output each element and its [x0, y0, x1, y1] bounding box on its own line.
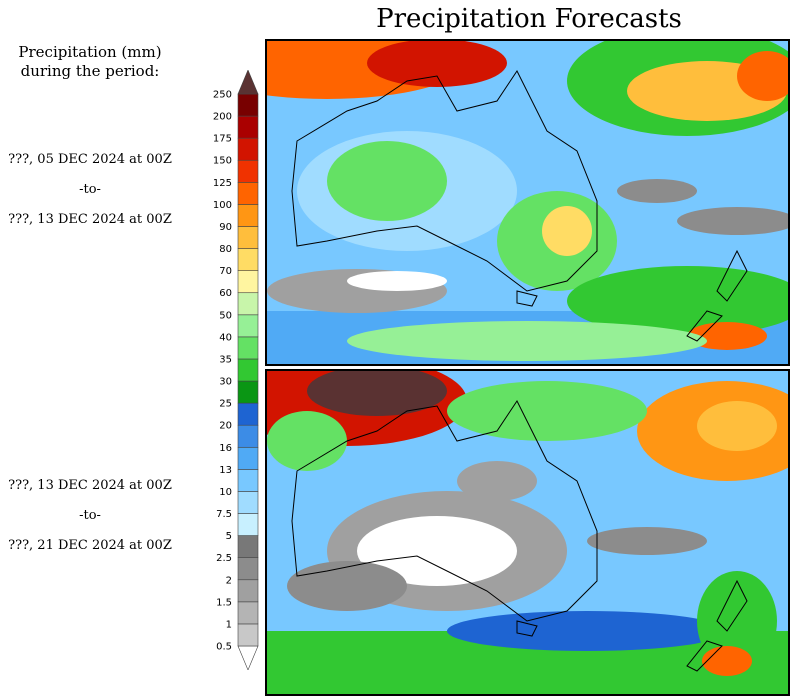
colorbar-bin — [237, 402, 259, 426]
period-2-start: ???, 13 DEC 2024 at 00Z — [8, 478, 172, 493]
colorbar-bin — [237, 623, 259, 647]
colorbar-tick-label: 175 — [213, 134, 232, 145]
colorbar-tick-label: 50 — [219, 310, 232, 321]
precipitation-map-1 — [267, 41, 788, 364]
colorbar-tick-label: 2.5 — [216, 553, 232, 564]
colorbar-tick-label: 7.5 — [216, 509, 232, 520]
colorbar-bin — [237, 513, 259, 536]
period-1-separator: -to- — [79, 182, 101, 197]
colorbar-bin — [237, 270, 259, 294]
colorbar-tick-label: 0.5 — [216, 642, 232, 653]
colorbar-bin — [237, 314, 259, 338]
colorbar-tick-label: 5 — [226, 531, 232, 542]
colorbar-svg: 0.5 1 1.5 2 2.5 5 7.5 10 13 16 20 25 30 35 40 50 60 70 80 9… — [213, 70, 259, 670]
colorbar-tick-label: 80 — [219, 244, 232, 255]
forecast-map-period-1 — [265, 39, 790, 366]
colorbar-tick-label: 200 — [213, 112, 232, 123]
legend-heading-line2: during the period: — [20, 62, 160, 80]
colorbar-tick-label: 30 — [219, 377, 232, 388]
colorbar-tick-label: 90 — [219, 222, 232, 233]
colorbar-tick-label: 2 — [226, 575, 232, 586]
colorbar-bin — [237, 491, 259, 514]
precipitation-map-2 — [267, 371, 788, 694]
colorbar-tick-label: 35 — [219, 354, 232, 365]
colorbar-bin — [237, 336, 259, 360]
colorbar-bin — [237, 424, 259, 448]
colorbar-bin — [237, 226, 259, 249]
colorbar-tick-label: 13 — [219, 465, 232, 476]
colorbar-bin — [237, 557, 259, 581]
forecast-map-period-2 — [265, 369, 790, 696]
period-1-end: ???, 13 DEC 2024 at 00Z — [8, 212, 172, 227]
colorbar-bin — [237, 159, 259, 183]
colorbar-tick-label: 10 — [219, 487, 232, 498]
colorbar-bin — [237, 248, 259, 271]
colorbar-tick-label: 250 — [213, 90, 232, 101]
colorbar-tick-label: 25 — [219, 399, 232, 410]
colorbar-tick-label: 125 — [213, 178, 232, 189]
colorbar-tick-label: 20 — [219, 421, 232, 432]
colorbar-tick-label: 16 — [219, 443, 232, 454]
colorbar-tick-label: 150 — [213, 156, 232, 167]
colorbar-tick-label: 70 — [219, 266, 232, 277]
colorbar-bin — [237, 535, 259, 558]
colorbar-bin — [237, 204, 259, 227]
colorbar-bin — [237, 137, 259, 161]
colorbar-tick-label: 60 — [219, 288, 232, 299]
colorbar-bin-lowest — [237, 645, 259, 670]
colorbar-bin — [237, 358, 259, 382]
colorbar-bin — [237, 446, 259, 470]
colorbar-bin — [237, 380, 259, 404]
colorbar-bin — [237, 115, 259, 139]
colorbar-tick-label: 1.5 — [216, 597, 232, 608]
period-2-separator: -to- — [79, 508, 101, 523]
colorbar-tick-label: 1 — [226, 619, 232, 630]
precipitation-colorbar: 0.5 1 1.5 2 2.5 5 7.5 10 13 16 20 25 30 35 40 50 60 70 80 9… — [200, 70, 270, 670]
colorbar-tick-label: 100 — [213, 200, 232, 211]
colorbar-bin — [237, 601, 259, 625]
colorbar-bin — [237, 182, 259, 205]
colorbar-bin-highest — [237, 70, 259, 95]
legend-heading-line1: Precipitation (mm) — [18, 43, 162, 61]
period-2-end: ???, 21 DEC 2024 at 00Z — [8, 538, 172, 553]
period-1-start: ???, 05 DEC 2024 at 00Z — [8, 152, 172, 167]
colorbar-bin — [237, 292, 259, 316]
colorbar-bin — [237, 469, 259, 492]
colorbar-bin — [237, 93, 259, 117]
colorbar-bin — [237, 579, 259, 603]
page-title: Precipitation Forecasts — [376, 4, 682, 34]
legend-heading: Precipitation (mm) during the period: — [0, 43, 180, 81]
colorbar-tick-label: 40 — [219, 332, 232, 343]
